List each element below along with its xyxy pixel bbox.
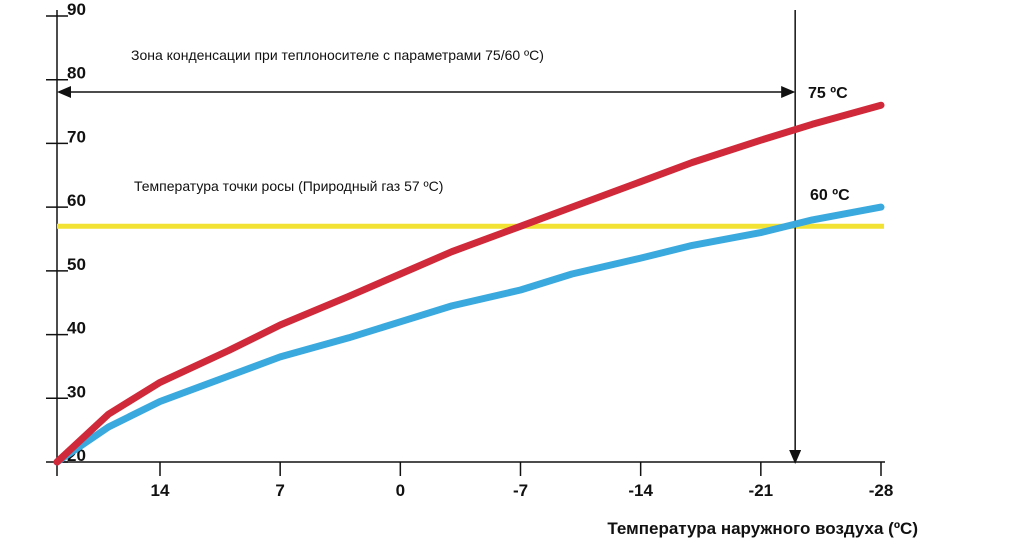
y-tick-label: 30: [67, 382, 86, 401]
x-tick-label: -14: [628, 481, 653, 500]
x-tick-label: 7: [275, 481, 284, 500]
x-tick-label: -28: [869, 481, 894, 500]
series-label-75: 75 ºC: [808, 85, 848, 102]
x-tick-label: -7: [513, 481, 528, 500]
y-tick-label: 60: [67, 191, 86, 210]
condensation-zone-text: Зона конденсации при теплоносителе с пар…: [131, 47, 544, 63]
x-tick-label: 0: [396, 481, 405, 500]
x-tick-label: 14: [151, 481, 170, 500]
y-tick-label: 40: [67, 319, 86, 338]
series-60-line: [53, 203, 885, 466]
y-tick-label: 50: [67, 255, 86, 274]
x-ticks: 14 7 0 -7 -14 -21 -28: [56, 462, 894, 500]
x-tick-label: -21: [749, 481, 774, 500]
y-tick-label: 90: [67, 0, 86, 19]
dew-point-text: Температура точки росы (Природный газ 57…: [134, 178, 443, 194]
y-tick-label: 80: [67, 64, 86, 83]
y-tick-label: 70: [67, 127, 86, 146]
series-75-line: [53, 101, 885, 466]
x-axis-title: Температура наружного воздуха (ºC): [607, 519, 918, 538]
series-label-60: 60 ºC: [810, 187, 850, 204]
series-layer: [53, 101, 885, 466]
